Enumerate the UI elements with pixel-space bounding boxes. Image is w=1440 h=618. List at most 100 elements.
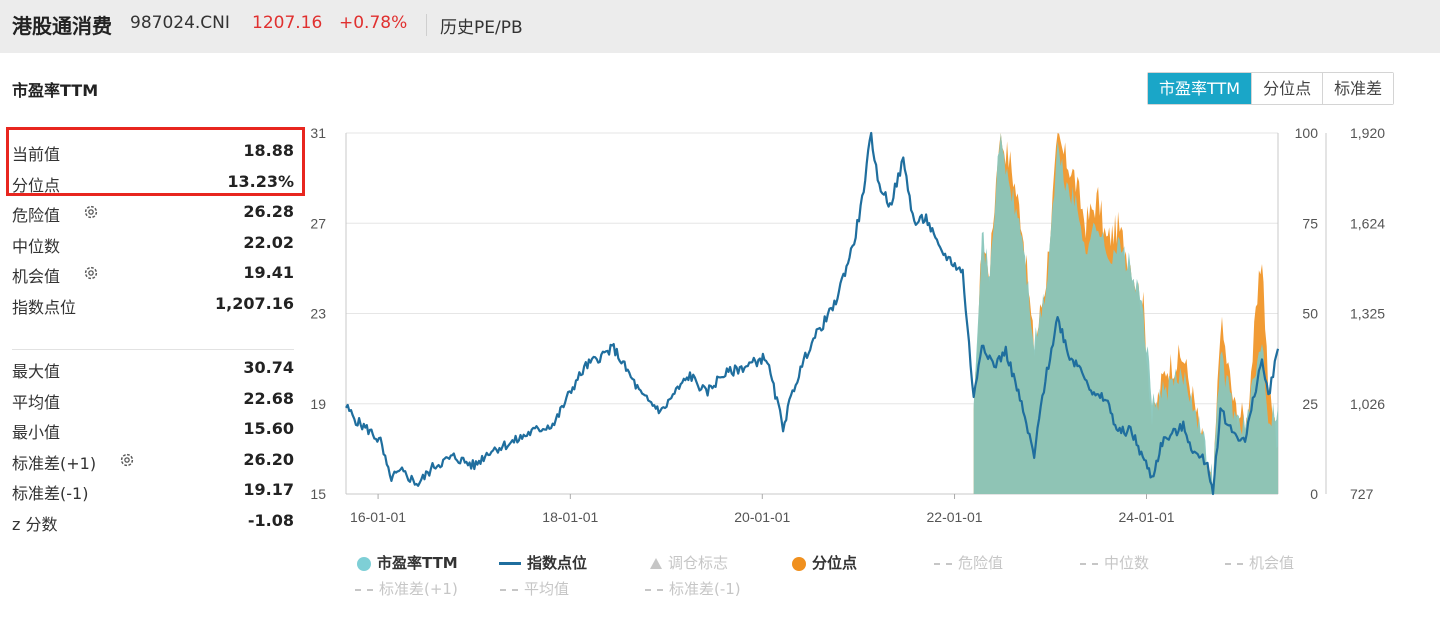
stat-label: 最大值 <box>12 362 61 381</box>
legend-line-icon <box>499 562 521 565</box>
legend-index-level[interactable]: 指数点位 <box>499 552 587 573</box>
tab-std-dev[interactable]: 标准差 <box>1322 73 1394 104</box>
y-right1-tick-label: 25 <box>1302 396 1318 412</box>
stat-label: 当前值 <box>12 145 61 164</box>
x-tick-label: 20-01-01 <box>734 509 790 525</box>
stat-value: 19.41 <box>243 263 294 282</box>
y-left-tick-label: 15 <box>310 486 326 502</box>
stat-std-plus: 标准差(+1) 26.20 <box>12 445 294 476</box>
header-bar: 港股通消费 987024.CNI 1207.16 +0.78% 历史PE/PB <box>0 0 1440 53</box>
y-right2-tick-label: 727 <box>1350 486 1374 502</box>
legend-label: 危险值 <box>958 554 1004 572</box>
stat-percentile: 分位点 13.23% <box>12 167 294 198</box>
legend-danger[interactable]: 危险值 <box>934 552 1003 573</box>
stat-index-level: 指数点位 1,207.16 <box>12 289 294 320</box>
legend-dash-icon <box>1080 562 1098 565</box>
y-right1-tick-label: 50 <box>1302 306 1318 322</box>
y-right2-tick-label: 1,624 <box>1350 215 1385 231</box>
x-tick-label: 16-01-01 <box>350 509 406 525</box>
legend-dash-icon <box>934 562 952 565</box>
header-divider <box>426 14 427 36</box>
legend-label: 中位数 <box>1104 554 1150 572</box>
stat-value: 1,207.16 <box>215 293 294 313</box>
legend-rebalance[interactable]: 调仓标志 <box>650 552 728 573</box>
x-tick-label: 18-01-01 <box>542 509 598 525</box>
legend-opportunity[interactable]: 机会值 <box>1225 552 1294 573</box>
pe-ttm-area <box>973 133 1278 495</box>
legend-dot-icon <box>357 556 371 571</box>
stat-std-minus: 标准差(-1) 19.17 <box>12 475 294 506</box>
y-left-tick-label: 27 <box>310 215 326 231</box>
stat-opportunity: 机会值 19.41 <box>12 258 294 289</box>
index-code: 987024.CNI <box>130 13 230 33</box>
legend-dash-icon <box>500 588 518 591</box>
legend-median[interactable]: 中位数 <box>1080 552 1149 573</box>
stat-value: 15.60 <box>243 419 294 438</box>
gear-icon[interactable] <box>82 203 100 221</box>
y-right2-tick-label: 1,026 <box>1350 396 1385 412</box>
legend-pe-ttm[interactable]: 市盈率TTM <box>357 552 458 573</box>
y-right2-tick-label: 1,920 <box>1350 125 1385 141</box>
stat-min: 最小值 15.60 <box>12 414 294 445</box>
legend-label: 机会值 <box>1249 554 1295 572</box>
legend-mean[interactable]: 平均值 <box>500 578 569 599</box>
tab-pe-ttm[interactable]: 市盈率TTM <box>1148 73 1252 104</box>
legend-label: 调仓标志 <box>668 554 729 572</box>
y-right1-tick-label: 100 <box>1295 125 1319 141</box>
stat-label: 中位数 <box>12 236 61 256</box>
stat-max: 最大值 30.74 <box>12 353 294 384</box>
index-name: 港股通消费 <box>12 14 112 38</box>
y-left-tick-label: 31 <box>310 125 326 141</box>
chart-legend: 市盈率TTM 指数点位 调仓标志 分位点 危险值 中位数 机会值 标准差(+1)… <box>352 548 1352 603</box>
x-tick-label: 22-01-01 <box>927 509 983 525</box>
stat-value: 18.88 <box>243 141 294 160</box>
legend-dash-icon <box>645 588 663 591</box>
y-left-tick-label: 23 <box>310 306 326 322</box>
stat-value: -1.08 <box>247 510 294 530</box>
highlight-box <box>6 127 305 196</box>
pe-overlap-tint <box>973 133 1278 495</box>
stat-value: 26.20 <box>243 449 294 469</box>
legend-label: 标准差(-1) <box>669 580 741 598</box>
pe-chart[interactable]: 15 19 23 27 31 0 25 50 75 100 727 1,026 1,325 1,624 1,… <box>300 118 1440 538</box>
legend-label: 指数点位 <box>527 554 588 572</box>
stat-value: 26.28 <box>243 202 294 221</box>
stat-label: z 分数 <box>12 514 58 534</box>
stat-value: 13.23% <box>227 171 294 191</box>
stats-divider-area <box>12 319 294 353</box>
stat-label: 分位点 <box>12 175 61 195</box>
index-level-line <box>345 131 1280 496</box>
section-title: 市盈率TTM <box>12 81 99 100</box>
y-left-tick-label: 19 <box>310 396 326 412</box>
y-right2-tick-label: 1,325 <box>1350 306 1385 322</box>
stat-label: 指数点位 <box>12 297 77 317</box>
stat-current: 当前值 18.88 <box>12 136 294 167</box>
stat-mean: 平均值 22.68 <box>12 384 294 415</box>
index-price: 1207.16 <box>252 13 323 33</box>
stat-value: 22.68 <box>243 388 294 408</box>
stat-danger: 危险值 26.28 <box>12 197 294 228</box>
stat-label: 平均值 <box>12 392 61 412</box>
history-pe-pb-link[interactable]: 历史PE/PB <box>440 18 523 38</box>
tab-percentile[interactable]: 分位点 <box>1251 73 1323 104</box>
stat-value: 30.74 <box>243 358 294 377</box>
gear-icon[interactable] <box>118 451 136 469</box>
stat-label: 最小值 <box>12 423 61 442</box>
legend-percentile[interactable]: 分位点 <box>792 552 857 573</box>
stat-value: 19.17 <box>243 480 294 499</box>
stat-median: 中位数 22.02 <box>12 228 294 259</box>
gear-icon[interactable] <box>82 264 100 282</box>
y-right1-tick-label: 75 <box>1302 215 1318 231</box>
legend-std-plus[interactable]: 标准差(+1) <box>355 578 458 599</box>
stat-label: 危险值 <box>12 206 61 225</box>
legend-label: 平均值 <box>524 580 570 598</box>
triangle-icon <box>650 558 662 569</box>
y-right1-tick-label: 0 <box>1310 486 1318 502</box>
x-tick-label: 24-01-01 <box>1118 509 1174 525</box>
legend-label: 市盈率TTM <box>377 554 458 572</box>
legend-std-minus[interactable]: 标准差(-1) <box>645 578 741 599</box>
stat-label: 标准差(+1) <box>12 453 97 473</box>
legend-dash-icon <box>1225 562 1243 565</box>
stats-divider <box>12 349 294 350</box>
metric-tabs: 市盈率TTM 分位点 标准差 <box>1147 72 1395 105</box>
